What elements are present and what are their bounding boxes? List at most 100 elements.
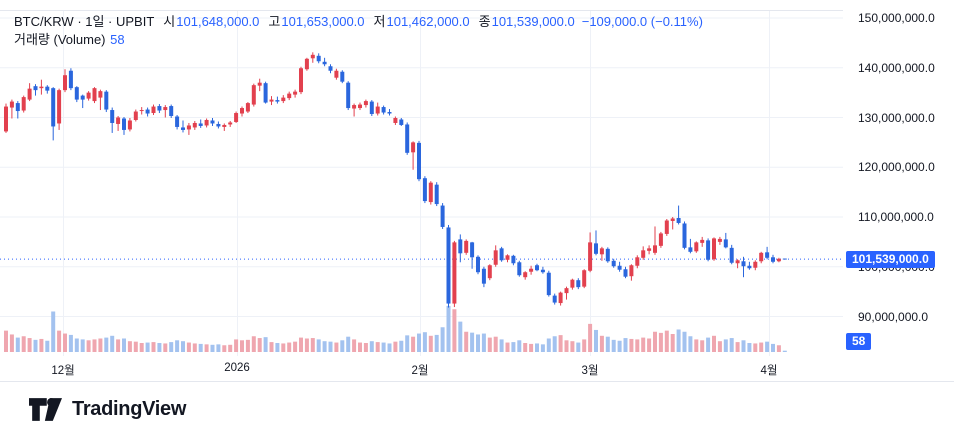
candle-body [599, 248, 604, 255]
volume-bar [375, 342, 380, 352]
legend-volume-row[interactable]: 거래량 (Volume) 58 [14, 31, 703, 49]
volume-bar [776, 345, 781, 352]
candle-body [428, 182, 433, 203]
candle-body [434, 184, 439, 205]
candle-body [523, 272, 528, 278]
candle-body [470, 242, 475, 258]
volume-bar [759, 342, 764, 352]
candle-body [670, 218, 675, 221]
candle-body [464, 240, 469, 253]
candle-body [110, 110, 115, 123]
volume-bar [653, 331, 657, 352]
volume-bar [487, 337, 492, 352]
candle-wick [353, 103, 355, 117]
candle-body [476, 256, 480, 273]
candle-body [287, 93, 292, 99]
volume-badge: 58 [846, 333, 872, 350]
volume-bar [594, 329, 598, 352]
volume-bar [411, 336, 416, 352]
volume-bar [464, 331, 469, 352]
volume-bar [535, 343, 539, 352]
volume-bar [204, 344, 209, 352]
volume-bar [582, 339, 587, 352]
candle-body [511, 255, 516, 264]
candle-body [564, 288, 569, 294]
volume-bar [629, 338, 634, 352]
volume-bar [723, 339, 728, 352]
candle-body [611, 260, 616, 267]
time-axis[interactable]: 12월 2026 2월 3월 4월 [0, 357, 954, 381]
candle-body [605, 248, 610, 262]
candle-body [499, 248, 504, 261]
candle-body [281, 97, 286, 102]
price-axis[interactable]: 150,000,000.0 140,000,000.0 130,000,000.0 1… [843, 10, 954, 381]
candle-body [192, 122, 197, 128]
volume-bar [110, 335, 115, 352]
candle-body [234, 113, 239, 122]
volume-bar [15, 337, 20, 352]
candle-wick [412, 141, 414, 170]
candle-wick [223, 123, 225, 131]
candle-body [257, 82, 262, 86]
candle-body [15, 103, 20, 112]
volume-bar [481, 333, 486, 352]
ohlc-value: 101,648,000.0 [176, 14, 260, 29]
candle-body [210, 120, 215, 124]
time-axis-label: 2월 [411, 365, 429, 377]
volume-bar [257, 338, 262, 352]
legend-symbol-row[interactable]: BTC/KRW · 1일 · UPBIT 시101,648,000.0 고101,6… [14, 13, 703, 31]
volume-bar [304, 338, 309, 352]
volume-bar [169, 342, 174, 352]
volume-bar [458, 321, 463, 352]
candle-body [717, 238, 722, 242]
candle-wick [99, 89, 101, 111]
volume-bar [352, 339, 357, 352]
volume-bar [682, 331, 687, 352]
chart-legend: BTC/KRW · 1일 · UPBIT 시101,648,000.0 고101,6… [14, 13, 703, 49]
volume-bar [63, 333, 67, 352]
candle-body [310, 54, 315, 59]
volume-bar [753, 343, 758, 352]
price-axis-label: 140,000,000.0 [858, 60, 935, 75]
tradingview-logo[interactable]: TradingView [29, 396, 186, 423]
volume-bar [706, 337, 711, 352]
volume-bar [293, 341, 298, 352]
volume-bar [322, 341, 327, 352]
volume-bar [676, 329, 681, 352]
volume-bar [434, 334, 439, 352]
symbol-title[interactable]: BTC/KRW · 1일 · UPBIT [14, 14, 155, 29]
volume-bar [21, 336, 26, 352]
candle-wick [689, 238, 691, 254]
candle-body [51, 88, 56, 127]
candle-body [735, 260, 740, 264]
candle-body [641, 250, 646, 258]
volume-value: 58 [110, 32, 125, 47]
candle-body [381, 107, 386, 113]
candle-body [782, 258, 787, 260]
volume-study-label[interactable]: 거래량 (Volume) [14, 32, 106, 47]
volume-bar [263, 337, 268, 352]
volume-bar [647, 338, 652, 352]
candle-body [723, 239, 728, 248]
candle-body [9, 101, 14, 108]
volume-bar [670, 334, 675, 352]
candle-body [594, 243, 598, 254]
volume-bar [700, 340, 705, 352]
candle-body [322, 61, 327, 65]
volume-bar [523, 343, 528, 352]
candlestick-chart[interactable] [0, 0, 954, 382]
volume-bar [664, 330, 669, 352]
candle-body [558, 292, 563, 304]
price-axis-label: 110,000,000.0 [858, 210, 934, 224]
candle-body [635, 257, 640, 266]
ohlc-value: 101,462,000.0 [386, 14, 470, 29]
tradingview-logo-text: TradingView [72, 398, 187, 420]
candle-body [86, 92, 91, 99]
candle-body [316, 55, 321, 62]
candle-body [759, 252, 764, 262]
candle-body [747, 265, 752, 269]
candle-body [676, 217, 681, 223]
candle-body [293, 91, 298, 95]
volume-bar [363, 343, 368, 352]
